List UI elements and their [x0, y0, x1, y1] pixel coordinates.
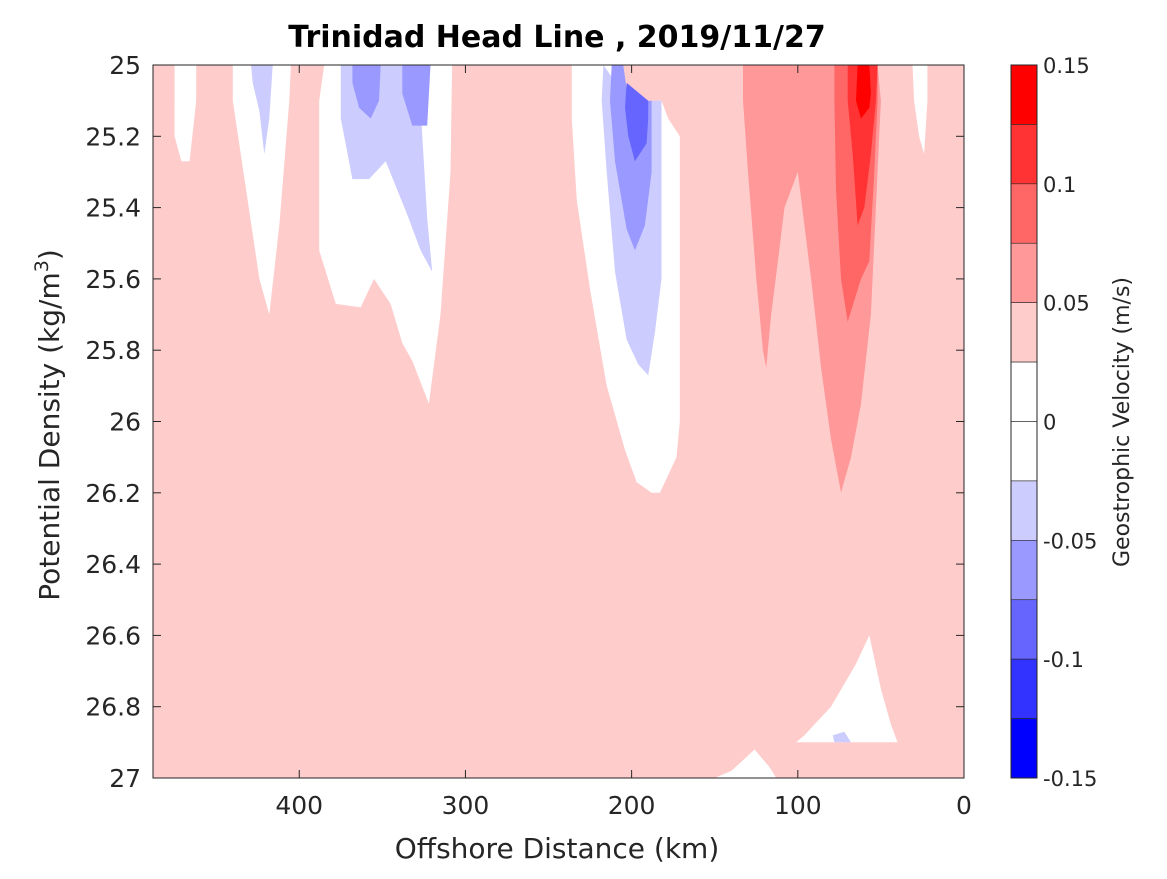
- contour-region-7: [402, 65, 431, 126]
- contour-regions: [153, 65, 964, 778]
- colorbar-level-2: [1010, 183, 1038, 244]
- contour-region-17: [847, 65, 878, 226]
- colorbar-tick-label: 0: [1043, 411, 1056, 435]
- y-tick-label: 26.2: [85, 479, 141, 508]
- contour-region-26: [796, 635, 898, 743]
- x-tick-label: 0: [956, 791, 972, 820]
- y-tick-label: 26: [109, 408, 141, 437]
- colorbar-level-4: [1010, 302, 1038, 363]
- contour-region-18: [856, 65, 871, 119]
- x-tick-label: 100: [774, 791, 822, 820]
- contour-region-20: [907, 350, 931, 547]
- x-tick-label: 200: [608, 791, 656, 820]
- contour-region-5: [340, 65, 433, 272]
- contour-region-9: [495, 65, 551, 333]
- contour-region-22: [286, 628, 416, 743]
- x-axis-ticks: 400 300 200 100 0: [275, 65, 972, 820]
- y-tick-label: 25.4: [85, 194, 141, 223]
- chart-title: Trinidad Head Line , 2019/11/27: [288, 20, 825, 55]
- contour-region-19: [912, 65, 928, 155]
- contour-region-24: [588, 678, 672, 778]
- colorbar-tick-label: -0.1: [1043, 648, 1084, 672]
- x-tick-label: 400: [275, 791, 323, 820]
- y-axis-label-superscript: 3: [31, 260, 53, 272]
- colorbar-tick-label: 0.1: [1043, 173, 1076, 197]
- colorbar-level-6: [1010, 421, 1038, 482]
- colorbar-frame: [1010, 64, 1038, 779]
- y-axis-ticks: 25 25.2 25.4 25.6 25.8 26 26.2 26.4 26.6 26.8 27: [85, 51, 964, 793]
- colorbar-tick-label: 0.05: [1043, 292, 1090, 316]
- contour-region-23: [402, 742, 429, 778]
- y-tick-label: 25: [109, 51, 141, 80]
- contour-region-1: [174, 65, 197, 162]
- colorbar-level-8: [1010, 540, 1038, 601]
- contour-region-6: [352, 65, 381, 119]
- contour-region-21: [177, 663, 187, 743]
- y-tick-label: 25.6: [85, 265, 141, 294]
- colorbar: 0.15 0.1 0.05 0 -0.05 -0.1 -0.15: [1010, 54, 1097, 791]
- contour-region-8: [460, 65, 474, 112]
- contour-region-25: [714, 749, 777, 778]
- y-tick-label: 25.2: [85, 122, 141, 151]
- colorbar-level-9: [1010, 599, 1038, 660]
- colorbar-tick-label: -0.15: [1043, 767, 1097, 791]
- colorbar-tick-label: 0.15: [1043, 54, 1090, 78]
- y-tick-label: 26.6: [85, 621, 141, 650]
- y-tick-label: 26.4: [85, 550, 141, 579]
- contour-region-13: [625, 82, 649, 162]
- colorbar-level-7: [1010, 480, 1038, 541]
- colorbar-level-0: [1010, 64, 1038, 125]
- contour-region-2: [232, 65, 291, 315]
- y-tick-label: 25.8: [85, 336, 141, 365]
- x-axis-label: Offshore Distance (km): [395, 832, 720, 865]
- x-tick-label: 300: [442, 791, 490, 820]
- colorbar-level-5: [1010, 361, 1038, 422]
- contour-region-27: [832, 731, 851, 743]
- contour-region-3: [251, 65, 273, 155]
- y-axis-label-main: Potential Density (kg/m: [33, 272, 66, 601]
- y-tick-label: 26.8: [85, 693, 141, 722]
- y-axis-label: Potential Density (kg/m3): [31, 249, 66, 601]
- colorbar-level-10: [1010, 658, 1038, 719]
- y-tick-label: 27: [109, 764, 141, 793]
- colorbar-level-3: [1010, 242, 1038, 303]
- colorbar-level-1: [1010, 124, 1038, 185]
- colorbar-level-11: [1010, 718, 1038, 779]
- y-axis-label-suffix: ): [33, 249, 66, 260]
- colorbar-label: Geostrophic Velocity (m/s): [1110, 277, 1135, 567]
- colorbar-tick-label: -0.05: [1043, 529, 1097, 553]
